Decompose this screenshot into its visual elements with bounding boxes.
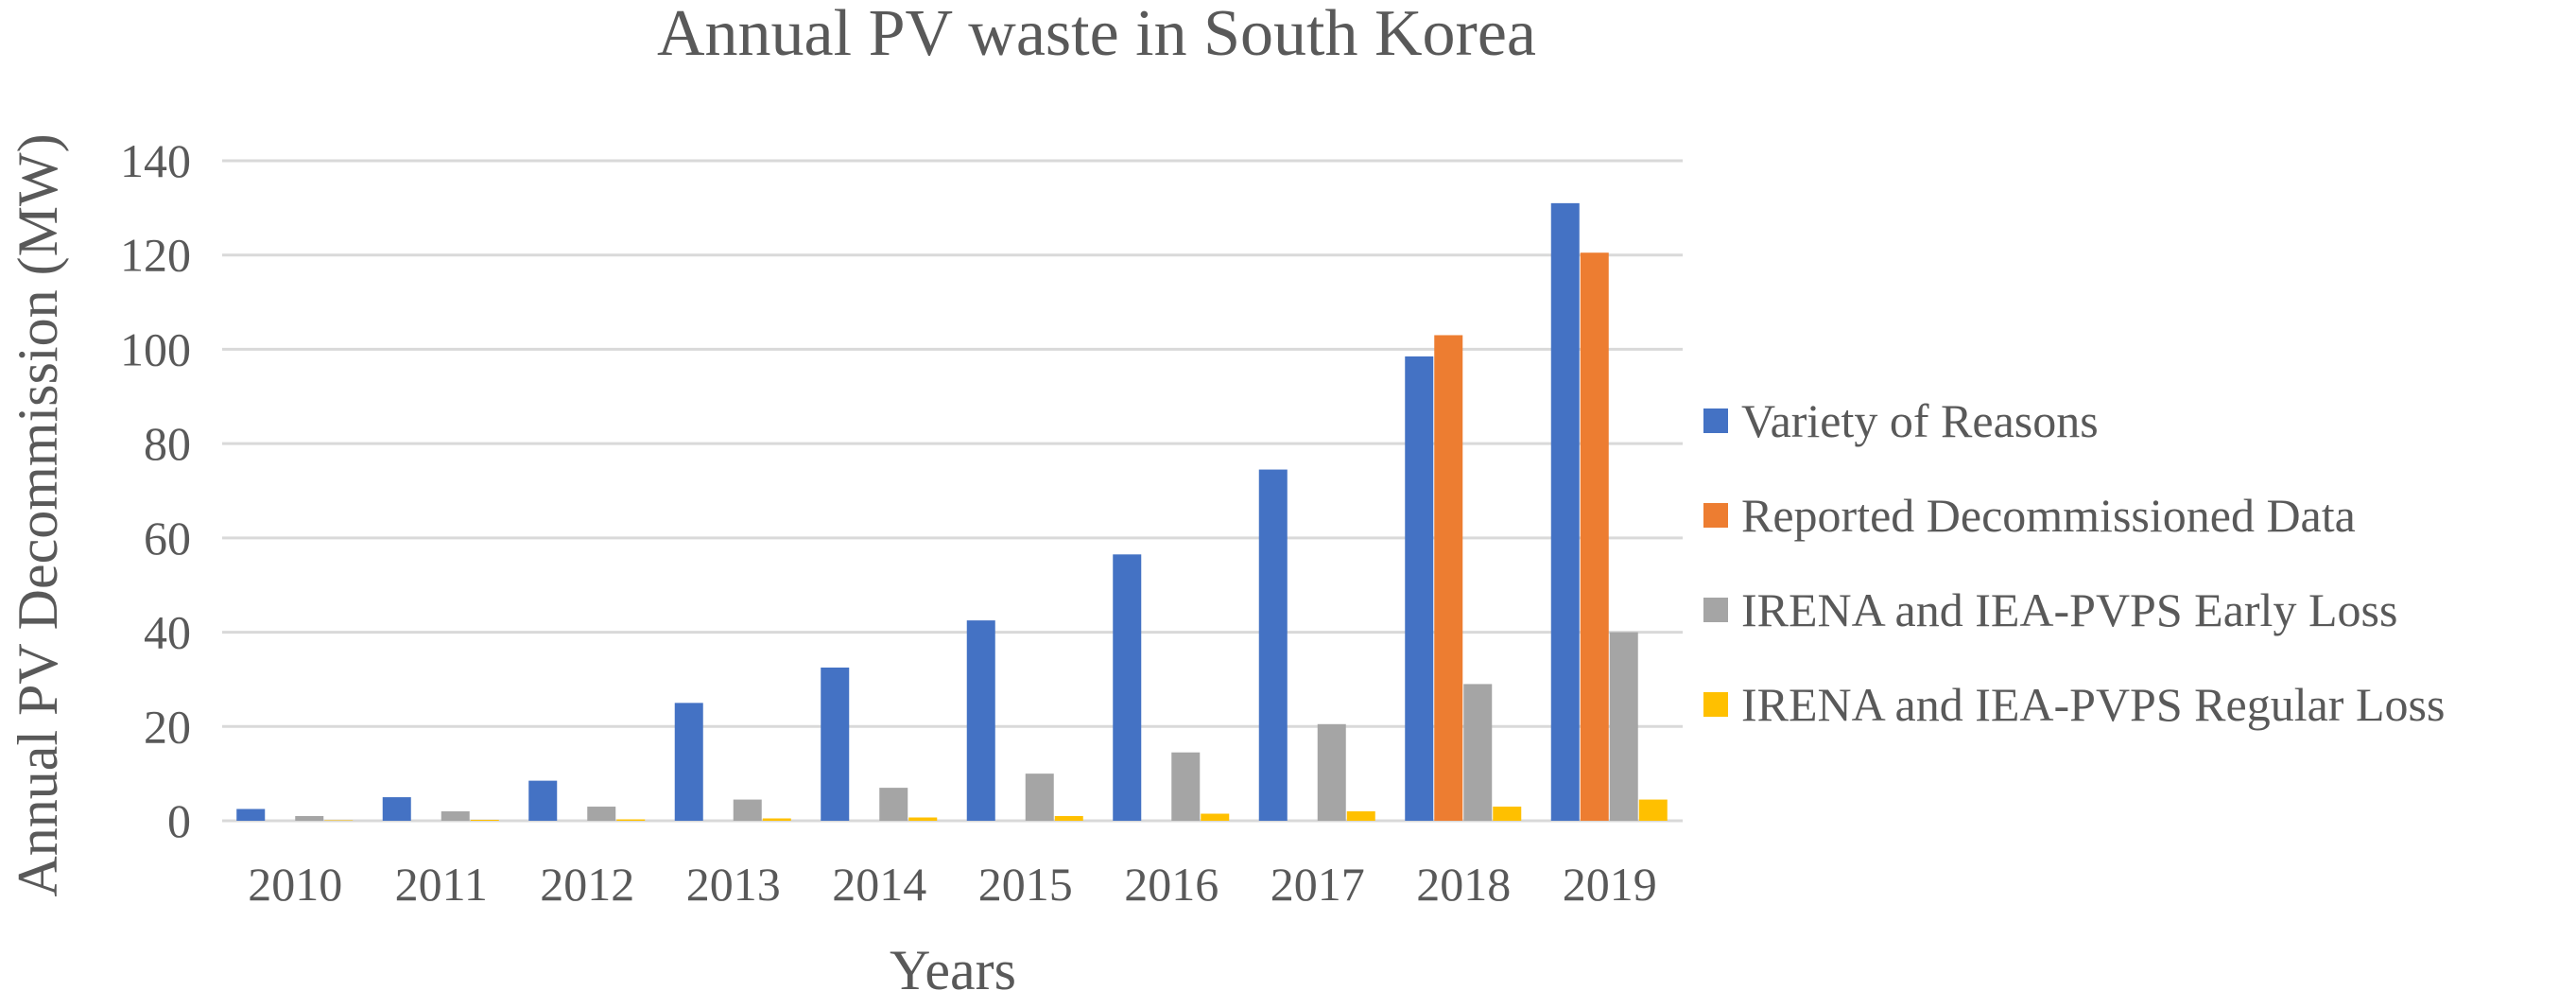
y-tick-label: 60: [144, 512, 191, 565]
bar: [587, 807, 616, 821]
y-tick-labels: 0 20 40 60 80 100 120 140: [120, 134, 191, 847]
bar: [966, 620, 995, 821]
bar: [674, 703, 703, 821]
x-tick-label: 2012: [540, 858, 634, 911]
legend-label: Variety of Reasons: [1741, 394, 2099, 447]
legend-label: Reported Decommissioned Data: [1741, 489, 2356, 542]
legend-swatch: [1703, 598, 1728, 622]
x-axis-title: Years: [890, 939, 1016, 1001]
legend-label: IRENA and IEA-PVPS Early Loss: [1741, 583, 2397, 636]
bar: [1463, 684, 1493, 821]
x-tick-label: 2019: [1563, 858, 1657, 911]
y-axis-title: Annual PV Decommission (MW): [7, 133, 69, 896]
bar: [1025, 773, 1054, 821]
bar: [1054, 816, 1083, 821]
x-tick-label: 2014: [832, 858, 926, 911]
bar: [1609, 632, 1638, 821]
gridlines: [222, 159, 1683, 823]
bar: [1434, 335, 1463, 821]
chart-title: Annual PV waste in South Korea: [657, 0, 1536, 70]
x-tick-label: 2017: [1271, 858, 1365, 911]
y-tick-label: 120: [120, 229, 191, 282]
bar: [762, 818, 791, 821]
bar: [879, 788, 908, 821]
bar: [1346, 811, 1375, 821]
bar: [236, 808, 266, 821]
bar: [1493, 807, 1522, 821]
bar: [616, 819, 646, 821]
x-tick-label: 2015: [978, 858, 1073, 911]
bar: [1638, 799, 1668, 821]
x-tick-label: 2013: [686, 858, 781, 911]
bar: [1405, 356, 1434, 821]
x-tick-label: 2018: [1416, 858, 1511, 911]
bar: [295, 816, 324, 821]
bar: [1113, 554, 1142, 821]
x-tick-labels: 2010 2011 2012 2013 2014 2015 2016 2017 2018 2019: [248, 858, 1657, 911]
bar: [1317, 723, 1346, 821]
bar: [908, 817, 938, 821]
legend-swatch: [1703, 503, 1728, 528]
bar: [821, 667, 850, 821]
y-tick-label: 80: [144, 417, 191, 470]
x-tick-label: 2016: [1124, 858, 1219, 911]
bar: [528, 780, 558, 821]
bar: [1201, 813, 1230, 821]
x-tick-label: 2011: [395, 858, 488, 911]
legend-swatch: [1703, 408, 1728, 433]
bar: [1580, 252, 1609, 821]
y-tick-label: 100: [120, 322, 191, 375]
legend: Variety of Reasons Reported Decommissione…: [1703, 394, 2445, 731]
bar: [1550, 202, 1580, 821]
bar: [382, 797, 411, 821]
legend-swatch: [1703, 692, 1728, 717]
y-tick-label: 40: [144, 606, 191, 659]
bar: [441, 811, 470, 821]
y-tick-label: 0: [167, 794, 191, 847]
y-tick-label: 140: [120, 134, 191, 187]
legend-label: IRENA and IEA-PVPS Regular Loss: [1741, 678, 2445, 731]
bar: [1258, 469, 1288, 821]
bar: [733, 799, 762, 821]
y-tick-label: 20: [144, 700, 191, 753]
bars: [236, 202, 1668, 821]
bar: [1171, 752, 1201, 821]
bar: [470, 820, 499, 821]
x-tick-label: 2010: [248, 858, 342, 911]
